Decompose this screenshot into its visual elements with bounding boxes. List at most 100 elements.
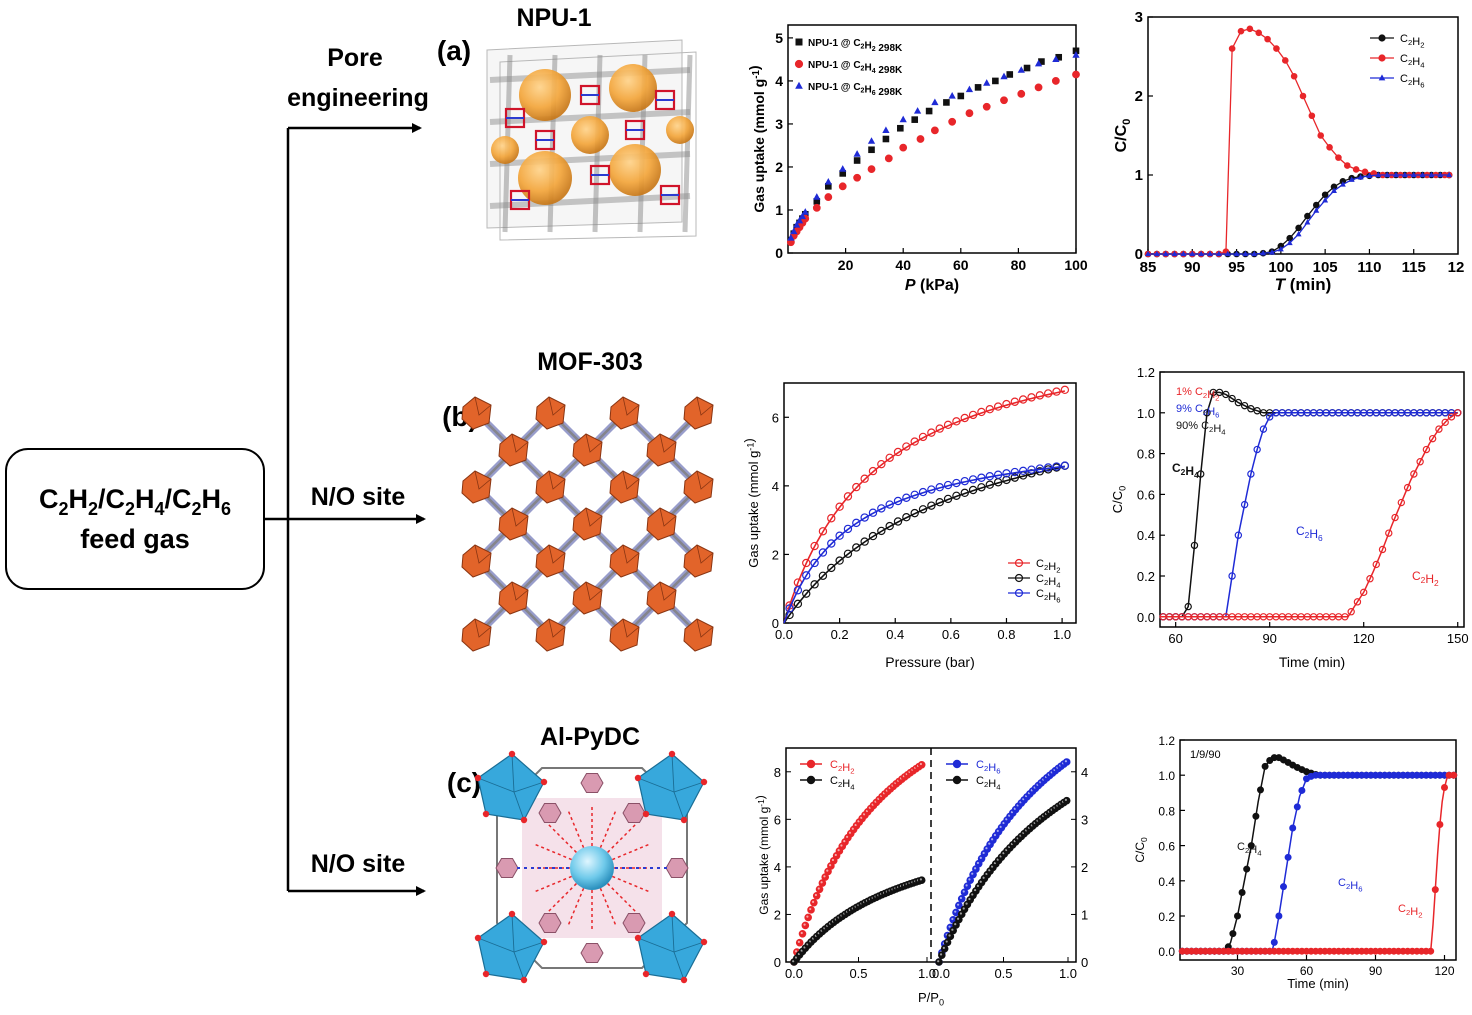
y-tick-label: 2 xyxy=(1135,88,1143,105)
y-tick-label: 0.6 xyxy=(1137,487,1155,502)
data-point xyxy=(1035,391,1045,400)
material-name-npu1: NPU-1 xyxy=(516,4,591,32)
data-point xyxy=(1435,425,1443,433)
data-point xyxy=(1284,853,1292,861)
plot-frame xyxy=(1147,16,1459,255)
marker-highlight xyxy=(811,900,815,903)
data-point xyxy=(968,475,978,484)
data-point xyxy=(835,531,844,540)
series-label: C2H6 xyxy=(1338,877,1362,894)
data-point xyxy=(1038,58,1045,65)
oxygen-atom xyxy=(474,774,482,782)
marker-highlight xyxy=(971,893,974,896)
metal-node-edge xyxy=(696,470,714,490)
data-point xyxy=(955,901,963,910)
data-point xyxy=(1357,174,1364,180)
legend-label: C2H6 xyxy=(1400,73,1424,90)
marker-highlight xyxy=(982,876,985,879)
data-point xyxy=(1447,413,1456,421)
y-tick-label: 0 xyxy=(1135,246,1143,263)
data-point xyxy=(804,913,812,922)
marker-highlight xyxy=(851,827,854,830)
marker-highlight xyxy=(965,884,968,887)
marker-highlight xyxy=(794,950,798,953)
data-point xyxy=(1240,500,1249,509)
data-point xyxy=(1162,250,1169,257)
data-point xyxy=(1378,545,1387,554)
data-point xyxy=(1197,470,1205,478)
x-tick-label: 1.0 xyxy=(1053,627,1071,642)
marker-highlight xyxy=(814,893,818,897)
data-point xyxy=(943,99,950,106)
data-point xyxy=(974,84,982,91)
data-point xyxy=(885,521,894,531)
marker-highlight xyxy=(954,910,957,913)
data-point xyxy=(1062,758,1071,766)
data-point xyxy=(1203,409,1211,417)
y-axis-label: Gas uptake (mmol g-1) xyxy=(741,438,761,567)
x-tick-label: 115 xyxy=(1402,259,1426,276)
metal-node-edge xyxy=(659,581,677,601)
marker-highlight xyxy=(988,869,991,872)
data-point xyxy=(993,402,1003,411)
x-axis-label: P (kPa) xyxy=(905,277,959,294)
marker-highlight xyxy=(976,861,980,865)
data-point xyxy=(982,102,991,111)
data-point xyxy=(943,480,953,490)
data-point xyxy=(952,417,961,426)
metal-node-edge xyxy=(548,396,566,416)
data-point xyxy=(1366,172,1373,178)
inset-label: 9% C2H6 xyxy=(1176,403,1219,420)
marker-highlight xyxy=(1064,798,1068,801)
data-point xyxy=(916,135,925,143)
data-point xyxy=(1378,34,1386,42)
y-axis-label: Gas uptake (mmol g-1) xyxy=(753,795,771,915)
series-line xyxy=(1160,412,1458,618)
data-point xyxy=(1446,171,1453,178)
data-point xyxy=(952,478,961,488)
al-cluster xyxy=(477,913,545,981)
data-point xyxy=(1215,250,1222,257)
y-axis-label: C/C0 xyxy=(1113,119,1133,153)
data-point xyxy=(1251,250,1258,257)
data-point xyxy=(1385,529,1393,537)
data-point xyxy=(935,483,944,492)
data-point xyxy=(794,59,804,69)
data-point xyxy=(1018,395,1028,404)
data-point xyxy=(960,888,969,897)
al-cluster-edge xyxy=(477,913,545,981)
metal-node-edge xyxy=(622,470,640,490)
data-point xyxy=(935,958,943,966)
metal-node-edge xyxy=(585,581,603,601)
data-point xyxy=(1277,246,1284,252)
x-tick-label: 40 xyxy=(895,257,911,273)
x-tick-label: 12 xyxy=(1448,259,1465,276)
x-tick-label: 20 xyxy=(838,257,854,273)
y-tick-label: 1.2 xyxy=(1137,365,1155,380)
data-point xyxy=(917,760,926,769)
data-point xyxy=(1002,469,1011,478)
data-point xyxy=(1000,72,1008,80)
data-point xyxy=(1265,413,1274,421)
y-tick-label: 6 xyxy=(774,812,781,827)
data-point xyxy=(960,488,969,498)
y-axis-label: Gas uptake (mmol g-1) xyxy=(746,65,767,212)
data-point xyxy=(1240,401,1249,410)
data-point xyxy=(1228,394,1236,403)
data-point xyxy=(1027,465,1036,474)
data-point xyxy=(960,413,969,423)
plot-frame xyxy=(787,24,1077,254)
data-point xyxy=(1043,463,1053,472)
data-point xyxy=(893,447,903,457)
marker-highlight xyxy=(1064,760,1068,763)
metal-node-edge xyxy=(622,544,640,564)
data-point xyxy=(1060,461,1070,470)
data-point xyxy=(1339,181,1346,187)
data-point xyxy=(985,480,994,489)
data-point xyxy=(839,170,847,177)
metal-node-edge xyxy=(622,396,640,416)
data-point xyxy=(1000,96,1008,105)
data-point xyxy=(1353,598,1362,606)
x-tick-label: 0.6 xyxy=(942,627,960,642)
legend-label: NPU-1 @ C2H4 298K xyxy=(808,60,903,76)
